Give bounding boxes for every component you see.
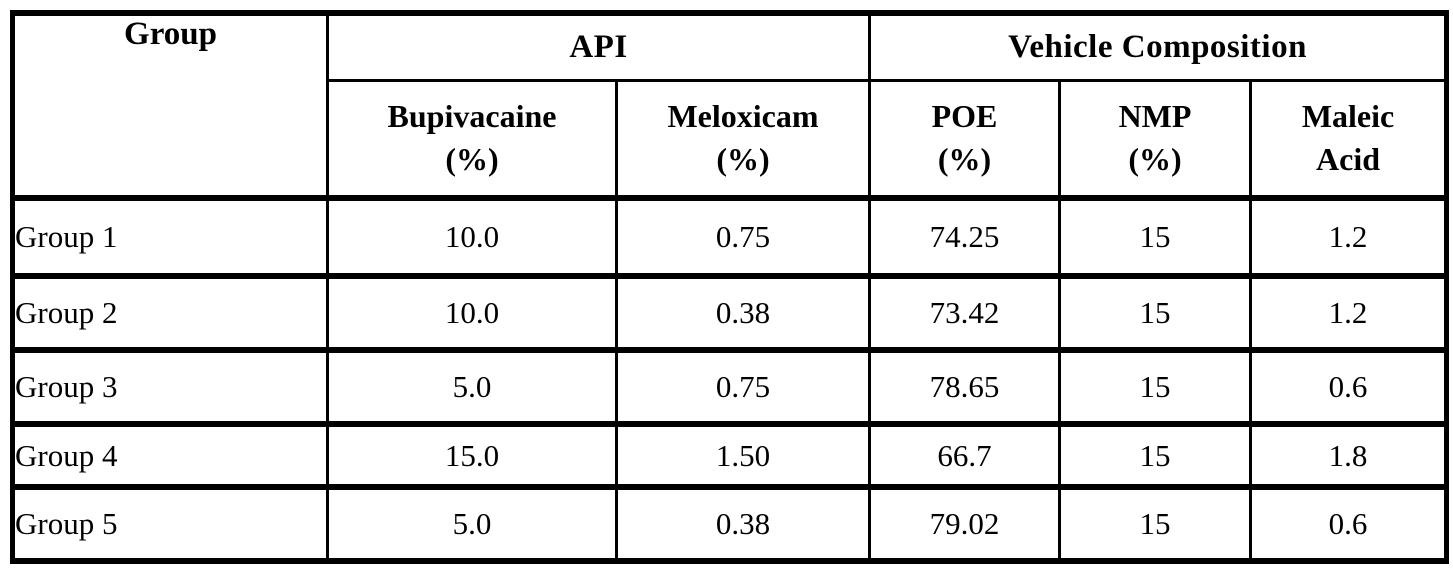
bupivacaine-value-cell: 10.0 [326, 273, 618, 352]
meloxicam-value-cell: 0.75 [615, 195, 871, 278]
header-vehicle-composition: Vehicle Composition [867, 11, 1449, 82]
meloxicam-value-cell: 0.75 [615, 347, 871, 426]
header-bupivacaine: Bupivacaine (%) [326, 78, 618, 200]
header-api: API [326, 11, 871, 82]
header-nmp: NMP (%) [1058, 78, 1252, 200]
group-label-cell: Group 3 [11, 347, 329, 426]
bupivacaine-value-cell: 15.0 [326, 421, 618, 489]
nmp-value-cell: 15 [1058, 195, 1252, 278]
formulation-table: Group API Vehicle Composition Bupivacain… [10, 10, 1450, 564]
group-label-cell: Group 2 [11, 273, 329, 352]
poe-value-cell: 79.02 [868, 484, 1061, 563]
header-maleic-acid-name: Maleic [1301, 98, 1395, 135]
table-row-group-2: Group 2 10.0 0.38 73.42 15 1.2 [11, 273, 1449, 352]
meloxicam-value-cell: 0.38 [615, 273, 871, 352]
poe-value-cell: 74.25 [868, 195, 1061, 278]
poe-value-cell: 78.65 [868, 347, 1061, 426]
maleic-acid-value-cell: 1.2 [1248, 273, 1449, 352]
header-maleic-acid-unit: Acid [1316, 141, 1381, 178]
header-nmp-unit: (%) [1128, 141, 1182, 178]
maleic-acid-value-cell: 1.2 [1248, 195, 1449, 278]
bupivacaine-value-cell: 10.0 [326, 195, 618, 278]
nmp-value-cell: 15 [1058, 421, 1252, 489]
header-row-columns: Bupivacaine (%) Meloxicam (%) POE (%) NM… [13, 78, 1449, 200]
header-meloxicam: Meloxicam (%) [615, 78, 871, 200]
poe-value-cell: 66.7 [868, 421, 1061, 489]
header-poe: POE (%) [868, 78, 1061, 200]
nmp-value-cell: 15 [1058, 347, 1252, 426]
bupivacaine-value-cell: 5.0 [326, 484, 618, 563]
meloxicam-value-cell: 0.38 [615, 484, 871, 563]
header-row-groups: Group API Vehicle Composition [11, 11, 1449, 200]
table-row-group-5: Group 5 5.0 0.38 79.02 15 0.6 [11, 484, 1449, 563]
bupivacaine-value-cell: 5.0 [326, 347, 618, 426]
header-maleic-acid: Maleic Acid [1248, 78, 1449, 200]
poe-value-cell: 73.42 [868, 273, 1061, 352]
header-poe-name: POE [931, 98, 998, 135]
maleic-acid-value-cell: 0.6 [1248, 347, 1449, 426]
header-nmp-name: NMP [1118, 98, 1192, 135]
maleic-acid-value-cell: 1.8 [1248, 421, 1449, 489]
meloxicam-value-cell: 1.50 [615, 421, 871, 489]
header-meloxicam-unit: (%) [716, 141, 770, 178]
nmp-value-cell: 15 [1058, 273, 1252, 352]
header-poe-unit: (%) [937, 141, 992, 178]
header-meloxicam-name: Meloxicam [667, 98, 819, 135]
table-row-group-1: Group 1 10.0 0.75 74.25 15 1.2 [11, 195, 1449, 278]
maleic-acid-value-cell: 0.6 [1248, 484, 1449, 563]
header-bupivacaine-unit: (%) [445, 141, 499, 178]
group-label-cell: Group 4 [11, 421, 329, 489]
header-bupivacaine-name: Bupivacaine [387, 98, 557, 135]
header-group: Group [11, 11, 329, 200]
nmp-value-cell: 15 [1058, 484, 1252, 563]
table-row-group-4: Group 4 15.0 1.50 66.7 15 1.8 [11, 421, 1449, 489]
table-row-group-3: Group 3 5.0 0.75 78.65 15 0.6 [11, 347, 1449, 426]
group-label-cell: Group 1 [11, 195, 329, 278]
group-label-cell: Group 5 [11, 484, 329, 563]
